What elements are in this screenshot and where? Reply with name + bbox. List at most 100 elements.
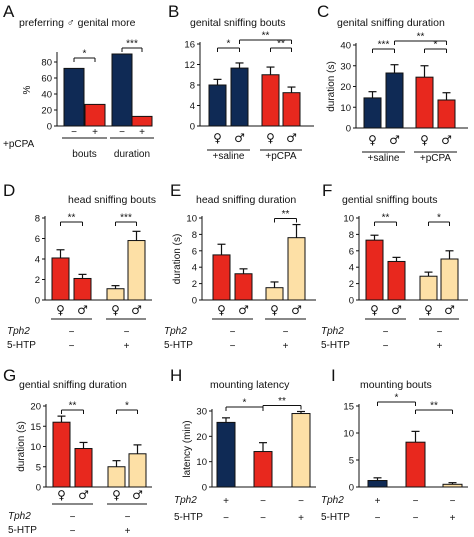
group-label: duration	[114, 149, 150, 160]
bar	[287, 237, 306, 301]
bar	[234, 273, 253, 301]
y-tick-label: 60	[41, 74, 52, 85]
panel-title: gential sniffing bouts	[342, 194, 438, 206]
row-label: Tph2	[8, 511, 31, 522]
y-tick-label: 4	[190, 101, 195, 112]
bar-sex-symbol: ♂	[389, 133, 400, 147]
y-tick-label: 20	[30, 402, 41, 413]
row-label: 5-HTP	[174, 512, 203, 523]
panel-title: genital sniffing duration	[337, 17, 445, 29]
htp-value: −	[223, 513, 229, 524]
bar-sex-symbol: −	[119, 127, 125, 138]
bar-sex-symbol: ♂	[444, 303, 455, 317]
y-tick-label: 6	[192, 246, 197, 257]
tph2-value: −	[437, 327, 443, 338]
y-tick-label: 0	[202, 483, 207, 494]
tph2-value: −	[283, 327, 289, 338]
htp-value: −	[70, 526, 76, 537]
group-label: bouts	[72, 149, 96, 160]
significance-marker: **	[262, 31, 270, 42]
row-label: 5-HTP	[321, 512, 350, 523]
bar	[51, 257, 70, 301]
y-tick-label: 0	[47, 122, 52, 133]
y-tick-label: 8	[192, 230, 197, 241]
row-label: +pCPA	[3, 139, 35, 150]
y-tick-label: 10	[340, 103, 351, 114]
y-tick-label: 2	[35, 275, 40, 286]
significance-marker: *	[437, 213, 441, 224]
bar	[367, 480, 388, 488]
bar	[365, 239, 384, 301]
bar	[230, 67, 249, 127]
bar	[106, 288, 125, 301]
significance-marker: *	[434, 40, 438, 51]
bar-sex-symbol: ♂	[131, 303, 142, 317]
significance-marker: **	[69, 401, 77, 412]
panel-letter: E	[170, 181, 181, 200]
bar	[291, 413, 311, 488]
tph2-value: −	[413, 496, 419, 507]
bar	[212, 254, 231, 301]
y-tick-label: 40	[41, 90, 52, 101]
bar-sex-symbol: ♂	[391, 303, 402, 317]
bar	[419, 275, 438, 301]
tph2-value: −	[69, 327, 75, 338]
panel-title: genital sniffing bouts	[190, 17, 286, 29]
htp-value: +	[298, 513, 304, 524]
row-label: Tph2	[164, 326, 187, 337]
panel-title: head sniffing bouts	[68, 194, 156, 206]
bar-sex-symbol: ♀	[57, 488, 66, 502]
bar-sex-symbol: ♀	[370, 303, 379, 317]
bar-sex-symbol: ♂	[77, 303, 88, 317]
tph2-value: −	[124, 327, 130, 338]
bar-sex-symbol: ♂	[291, 303, 302, 317]
bar	[127, 240, 146, 301]
y-tick-label: 4	[35, 255, 40, 266]
row-label: Tph2	[321, 326, 344, 337]
htp-value: +	[125, 526, 131, 537]
y-axis-label: duration (s)	[172, 234, 183, 285]
htp-value: +	[450, 513, 456, 524]
row-label: 5-HTP	[321, 340, 350, 351]
y-tick-label: 10	[196, 457, 207, 468]
tph2-value: −	[70, 512, 76, 523]
row-label: Tph2	[174, 495, 197, 506]
panel-title: head sniffing duration	[196, 194, 296, 206]
significance-marker: **	[417, 32, 425, 43]
y-tick-label: 0	[36, 483, 41, 494]
panel-letter: C	[317, 2, 329, 21]
bar	[442, 483, 463, 488]
htp-value: +	[437, 341, 443, 352]
panel-letter: D	[3, 181, 15, 200]
y-tick-label: 0	[349, 296, 354, 307]
y-tick-label: 20	[340, 82, 351, 93]
group-label: +saline	[368, 153, 400, 164]
tph2-value: −	[125, 512, 131, 523]
panel-title: gential sniffing duration	[19, 379, 127, 391]
row-label: 5-HTP	[7, 340, 36, 351]
bar-sex-symbol: ♀	[266, 131, 275, 145]
bar-sex-symbol: ♀	[420, 133, 429, 147]
y-axis-label: duration (s)	[16, 421, 27, 472]
y-tick-label: 10	[343, 214, 354, 225]
htp-value: −	[383, 341, 389, 352]
y-tick-label: 30	[196, 407, 207, 418]
bar	[385, 72, 404, 129]
bar	[216, 421, 236, 488]
significance-marker: **	[68, 213, 76, 224]
bar-sex-symbol: ♀	[217, 303, 226, 317]
bar	[405, 441, 426, 488]
y-tick-label: 40	[340, 41, 351, 52]
y-tick-label: 2	[349, 279, 354, 290]
bar	[131, 115, 153, 127]
bar	[52, 421, 71, 488]
bar-sex-symbol: ♀	[270, 303, 279, 317]
panel-title: mounting latency	[210, 379, 290, 391]
panel-letter: B	[168, 2, 179, 21]
